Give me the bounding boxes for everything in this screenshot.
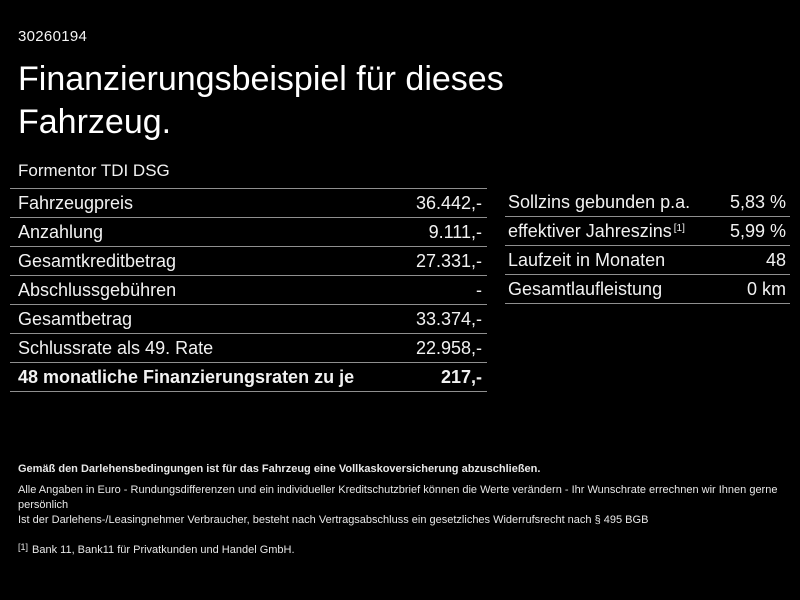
table-row-vehicle-price: Fahrzeugpreis 36.442,- xyxy=(10,189,487,218)
table-row-down-payment: Anzahlung 9.111,- xyxy=(10,218,487,247)
table-row-closing-fees: Abschlussgebühren - xyxy=(10,276,487,305)
row-label: Fahrzeugpreis xyxy=(18,192,134,213)
row-label: Gesamtlaufleistung xyxy=(508,278,663,299)
row-value: 36.442,- xyxy=(415,192,482,213)
row-label: effektiver Jahreszins [1] xyxy=(508,220,685,241)
insurance-note: Gemäß den Darlehensbedingungen ist für d… xyxy=(18,463,541,475)
row-value: 48 xyxy=(765,249,786,270)
row-label: Anzahlung xyxy=(18,221,104,242)
row-value: 0 km xyxy=(746,278,786,299)
financing-table: Fahrzeugpreis 36.442,- Anzahlung 9.111,-… xyxy=(10,188,487,392)
footnote-marker: [1] xyxy=(18,542,29,552)
row-value: 217,- xyxy=(440,366,482,387)
table-row-total-amount: Gesamtbetrag 33.374,- xyxy=(10,305,487,334)
conditions-table: Sollzins gebunden p.a. 5,83 % effektiver… xyxy=(505,188,790,304)
row-label: Laufzeit in Monaten xyxy=(508,249,666,270)
bank-footnote: [1] Bank 11, Bank11 für Privatkunden und … xyxy=(18,542,788,558)
row-value: 5,99 % xyxy=(729,220,786,241)
row-value: 5,83 % xyxy=(729,191,786,212)
table-row-nominal-interest: Sollzins gebunden p.a. 5,83 % xyxy=(505,188,790,217)
table-row-term-months: Laufzeit in Monaten 48 xyxy=(505,246,790,275)
row-label: Schlussrate als 49. Rate xyxy=(18,337,214,358)
row-label: Gesamtbetrag xyxy=(18,308,133,329)
row-label: Abschlussgebühren xyxy=(18,279,177,300)
page-title: Finanzierungsbeispiel für dieses Fahrzeu… xyxy=(18,60,504,141)
footnotes: Gemäß den Darlehensbedingungen ist für d… xyxy=(18,462,788,558)
table-row-monthly-rate: 48 monatliche Finanzierungsraten zu je 2… xyxy=(10,363,487,392)
vehicle-id: 30260194 xyxy=(18,28,88,45)
table-row-final-installment: Schlussrate als 49. Rate 22.958,- xyxy=(10,334,487,363)
disclaimer-line-1: Alle Angaben in Euro - Rundungsdifferenz… xyxy=(18,484,778,511)
table-row-total-credit: Gesamtkreditbetrag 27.331,- xyxy=(10,247,487,276)
row-label: Sollzins gebunden p.a. xyxy=(508,191,691,212)
table-row-effective-interest: effektiver Jahreszins [1] 5,99 % xyxy=(505,217,790,246)
disclaimer-line-2: Ist der Darlehens-/Leasingnehmer Verbrau… xyxy=(18,514,649,526)
row-label: 48 monatliche Finanzierungsraten zu je xyxy=(18,366,355,387)
table-row-total-mileage: Gesamtlaufleistung 0 km xyxy=(505,275,790,304)
row-value: 27.331,- xyxy=(415,250,482,271)
row-value: - xyxy=(476,279,482,300)
bank-footnote-text: Bank 11, Bank11 für Privatkunden und Han… xyxy=(32,544,295,556)
row-value: 22.958,- xyxy=(415,337,482,358)
vehicle-model: Formentor TDI DSG xyxy=(18,161,170,180)
footnote-marker: [1] xyxy=(673,222,685,234)
row-label: Gesamtkreditbetrag xyxy=(18,250,177,271)
row-value: 33.374,- xyxy=(415,308,482,329)
row-value: 9.111,- xyxy=(428,221,482,242)
